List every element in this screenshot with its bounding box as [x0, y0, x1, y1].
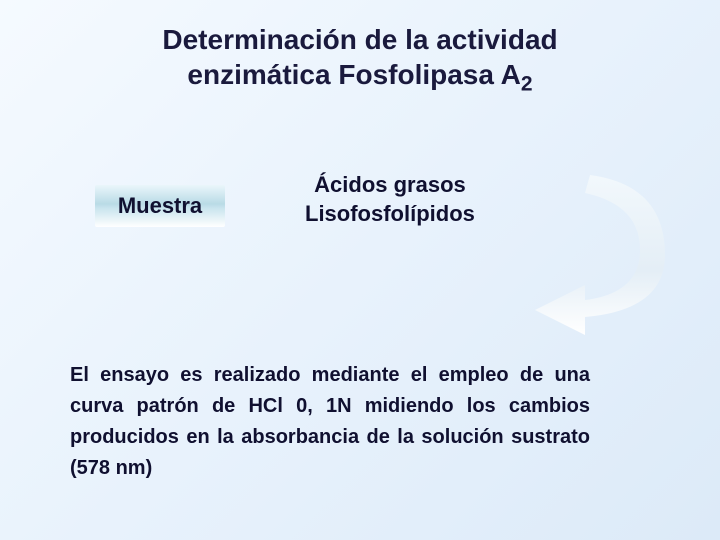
products-line1: Ácidos grasos: [305, 171, 475, 200]
slide-title: Determinación de la actividad enzimática…: [0, 0, 720, 98]
curved-arrow-icon: [530, 165, 680, 335]
title-subscript: 2: [521, 73, 533, 96]
sample-box: Muestra: [95, 185, 225, 227]
description-paragraph: El ensayo es realizado mediante el emple…: [70, 360, 590, 484]
title-line2-pre: enzimática Fosfolipasa A: [187, 59, 521, 90]
sample-label: Muestra: [118, 193, 202, 219]
products-block: Ácidos grasos Lisofosfolípidos: [305, 171, 475, 228]
title-line1: Determinación de la actividad: [162, 24, 557, 55]
products-line2: Lisofosfolípidos: [305, 200, 475, 229]
